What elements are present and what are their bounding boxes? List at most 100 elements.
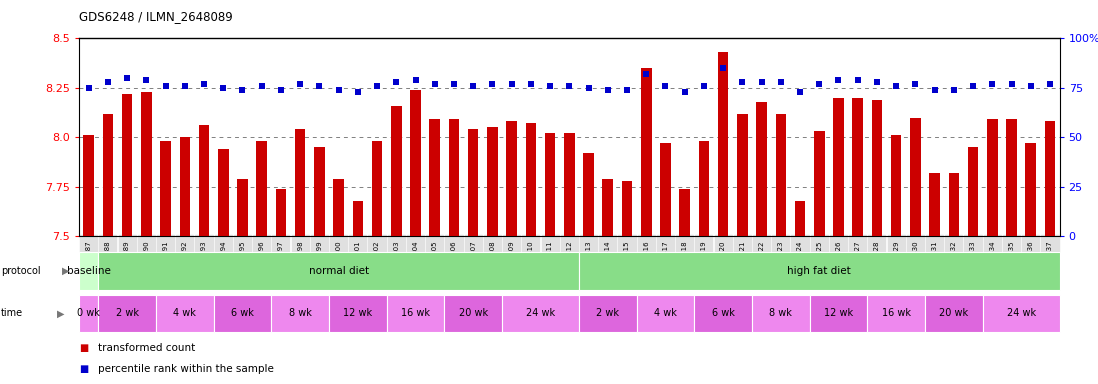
Point xyxy=(445,81,462,87)
Point xyxy=(522,81,539,87)
Point xyxy=(638,71,656,77)
Bar xyxy=(637,295,694,332)
Text: 2 wk: 2 wk xyxy=(596,308,619,318)
Bar xyxy=(257,141,267,236)
Bar xyxy=(603,179,613,236)
Bar xyxy=(680,189,690,236)
Text: ▶: ▶ xyxy=(61,266,69,276)
Text: 16 wk: 16 wk xyxy=(401,308,430,318)
Text: protocol: protocol xyxy=(1,266,41,276)
Bar xyxy=(271,295,329,332)
Point xyxy=(329,87,347,93)
Point xyxy=(349,89,367,95)
Point xyxy=(964,83,982,89)
Point xyxy=(291,81,309,87)
Point xyxy=(214,85,232,91)
Bar xyxy=(199,126,210,236)
Text: percentile rank within the sample: percentile rank within the sample xyxy=(98,364,273,374)
Bar xyxy=(141,92,152,236)
Bar xyxy=(925,295,983,332)
Point xyxy=(830,77,848,83)
Bar xyxy=(967,147,978,236)
Point xyxy=(580,85,597,91)
Bar xyxy=(694,295,752,332)
Bar xyxy=(1026,143,1037,236)
Text: 2 wk: 2 wk xyxy=(115,308,138,318)
Bar xyxy=(386,295,445,332)
Point xyxy=(483,81,501,87)
Bar xyxy=(579,295,637,332)
Text: 8 wk: 8 wk xyxy=(770,308,793,318)
Point xyxy=(311,83,328,89)
Bar xyxy=(83,135,94,236)
Point xyxy=(253,83,270,89)
Bar xyxy=(983,295,1060,332)
Text: GDS6248 / ILMN_2648089: GDS6248 / ILMN_2648089 xyxy=(79,10,233,23)
Bar xyxy=(987,119,998,236)
Bar xyxy=(391,106,402,236)
Bar xyxy=(890,135,901,236)
Bar xyxy=(910,118,920,236)
Bar xyxy=(737,114,748,236)
Bar xyxy=(276,189,287,236)
Bar xyxy=(583,153,594,236)
Bar xyxy=(488,127,497,236)
Point xyxy=(1002,81,1020,87)
Bar xyxy=(449,119,459,236)
Bar xyxy=(156,295,214,332)
Text: time: time xyxy=(1,308,23,318)
Bar xyxy=(79,252,99,290)
Point xyxy=(753,79,771,85)
Point xyxy=(792,89,809,95)
Bar xyxy=(757,102,766,236)
Text: 12 wk: 12 wk xyxy=(344,308,372,318)
Point xyxy=(464,83,482,89)
Bar xyxy=(833,98,843,236)
Point xyxy=(618,87,636,93)
Point xyxy=(733,79,751,85)
Bar xyxy=(775,114,786,236)
Point xyxy=(1022,83,1040,89)
Bar xyxy=(352,200,363,236)
Point xyxy=(715,65,732,71)
Point xyxy=(119,75,136,81)
Bar xyxy=(99,295,156,332)
Bar xyxy=(295,129,305,236)
Point xyxy=(368,83,385,89)
Bar xyxy=(545,133,556,236)
Point xyxy=(234,87,251,93)
Bar xyxy=(179,137,190,236)
Text: 4 wk: 4 wk xyxy=(654,308,676,318)
Bar xyxy=(579,252,1060,290)
Point xyxy=(945,87,963,93)
Point xyxy=(388,79,405,85)
Bar xyxy=(219,149,228,236)
Point xyxy=(157,83,175,89)
Bar xyxy=(99,252,579,290)
Text: 20 wk: 20 wk xyxy=(939,308,968,318)
Point xyxy=(503,81,520,87)
Point xyxy=(887,83,905,89)
Bar xyxy=(621,181,632,236)
Text: 6 wk: 6 wk xyxy=(231,308,254,318)
Text: 8 wk: 8 wk xyxy=(289,308,312,318)
Point xyxy=(772,79,789,85)
Bar xyxy=(502,295,579,332)
Bar xyxy=(160,141,171,236)
Bar xyxy=(852,98,863,236)
Text: baseline: baseline xyxy=(67,266,111,276)
Point xyxy=(869,79,886,85)
Point xyxy=(657,83,674,89)
Bar xyxy=(641,68,651,236)
Text: 12 wk: 12 wk xyxy=(824,308,853,318)
Bar xyxy=(795,200,805,236)
Point xyxy=(810,81,828,87)
Bar xyxy=(1006,119,1017,236)
Bar xyxy=(872,100,882,236)
Point xyxy=(926,87,943,93)
Bar xyxy=(867,295,925,332)
Text: 24 wk: 24 wk xyxy=(526,308,554,318)
Bar xyxy=(718,52,728,236)
Bar xyxy=(445,295,502,332)
Text: 6 wk: 6 wk xyxy=(712,308,735,318)
